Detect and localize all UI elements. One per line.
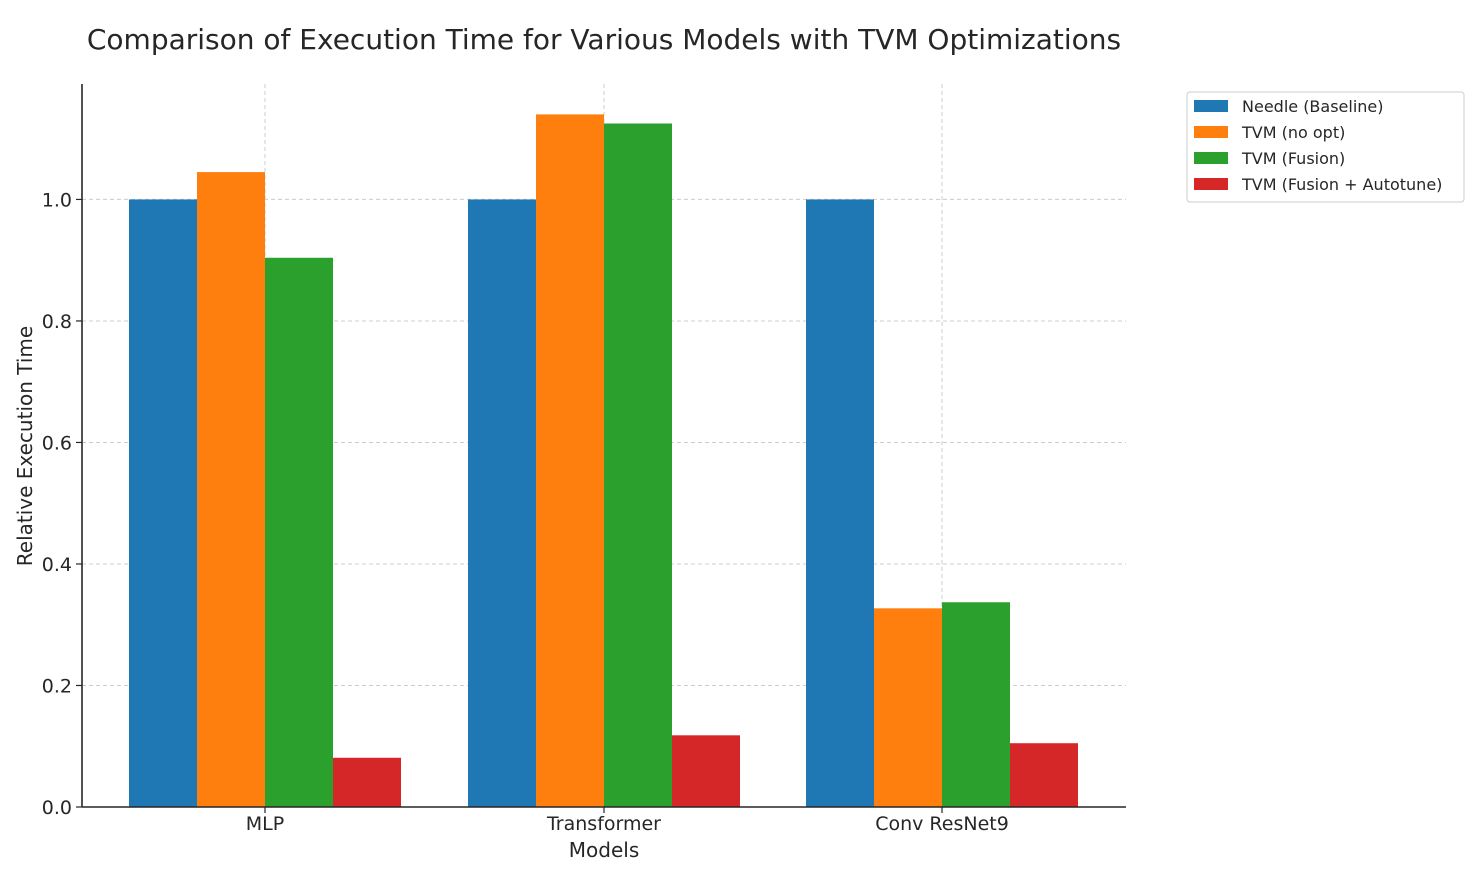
legend-label: Needle (Baseline) — [1242, 97, 1384, 116]
x-axis-label: Models — [569, 838, 639, 862]
bar-mlp-series-3 — [333, 757, 401, 807]
legend-frame — [1186, 91, 1465, 203]
y-axis-ticks: 0.0 0.2 0.4 0.6 0.8 1.0 — [42, 189, 82, 819]
y-axis-label: Relative Execution Time — [13, 326, 37, 566]
bar-conv-resnet9-series-1 — [874, 608, 942, 807]
bar-transformer-series-3 — [672, 735, 740, 807]
x-tick-label: MLP — [246, 813, 284, 835]
legend-swatch — [1194, 126, 1228, 138]
y-tick-label: 0.8 — [42, 311, 72, 333]
bar-transformer-series-2 — [604, 123, 672, 808]
x-tick-label: Transformer — [546, 813, 661, 835]
legend-swatch — [1194, 152, 1228, 164]
bar-mlp-series-0 — [129, 199, 197, 807]
bar-mlp-series-2 — [265, 257, 333, 807]
legend-swatch — [1194, 100, 1228, 112]
y-tick-label: 1.0 — [42, 189, 72, 211]
chart-title: Comparison of Execution Time for Various… — [87, 23, 1121, 56]
legend-swatch — [1194, 178, 1228, 190]
y-tick-label: 0.6 — [42, 432, 72, 454]
bar-conv-resnet9-series-0 — [806, 199, 874, 807]
bar-conv-resnet9-series-3 — [1010, 743, 1078, 807]
bars — [129, 114, 1078, 808]
legend: Needle (Baseline) TVM (no opt) TVM (Fusion… — [1186, 91, 1465, 203]
legend-label: TVM (Fusion) — [1241, 149, 1345, 168]
y-tick-label: 0.2 — [42, 675, 72, 697]
y-tick-label: 0.0 — [42, 797, 72, 819]
x-axis-ticks: MLP Transformer Conv ResNet9 — [246, 807, 1009, 835]
bar-conv-resnet9-series-2 — [942, 602, 1010, 807]
x-tick-label: Conv ResNet9 — [875, 813, 1009, 835]
legend-label: TVM (Fusion + Autotune) — [1241, 175, 1442, 194]
bar-transformer-series-1 — [536, 114, 604, 807]
legend-label: TVM (no opt) — [1241, 123, 1345, 142]
y-tick-label: 0.4 — [42, 554, 72, 576]
bar-mlp-series-1 — [197, 172, 265, 808]
bar-transformer-series-0 — [468, 199, 536, 807]
